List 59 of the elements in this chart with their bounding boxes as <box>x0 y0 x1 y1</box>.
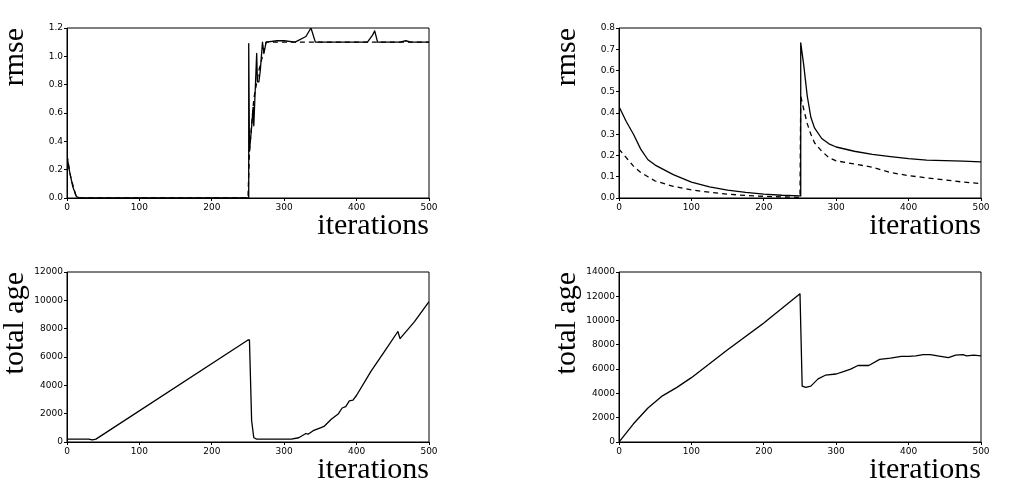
y-tick-label: 6000 <box>592 363 616 374</box>
y-tick-label: 0 <box>609 436 616 447</box>
y-tick-label: 0.7 <box>600 43 615 54</box>
y-tick-label: 1.0 <box>48 50 64 61</box>
y-tick-label: 12000 <box>586 290 616 301</box>
x-tick-label: 0 <box>64 201 71 212</box>
x-tick-label: 400 <box>900 445 918 456</box>
x-tick-label: 500 <box>972 445 990 456</box>
y-tick-label: 0.6 <box>600 64 616 75</box>
x-tick-label: 0 <box>616 201 623 212</box>
x-tick-label: 400 <box>348 201 366 212</box>
y-tick-label: 8000 <box>40 323 64 334</box>
x-tick-label: 200 <box>203 445 221 456</box>
x-tick-label: 300 <box>275 445 294 456</box>
x-tick-label: 200 <box>203 201 221 212</box>
y-tick-label: 10000 <box>586 314 616 325</box>
y-tick-label: 0.3 <box>600 128 615 139</box>
y-tick-label: 8000 <box>592 339 616 350</box>
y-tick-label: 4000 <box>592 387 616 398</box>
x-tick-label: 200 <box>755 445 773 456</box>
x-tick-label: 0 <box>616 445 623 456</box>
x-tick-label: 100 <box>682 201 701 212</box>
y-tick-label: 10000 <box>34 294 64 305</box>
y-tick-label: 0.8 <box>48 79 64 90</box>
y-tick-label: 0.0 <box>600 192 616 203</box>
y-tick-label: 0.5 <box>600 86 615 97</box>
y-tick-label: 2000 <box>40 408 64 419</box>
x-tick-label: 300 <box>275 201 294 212</box>
y-tick-label: 0.8 <box>600 22 616 33</box>
y-tick-label: 0.6 <box>48 107 64 118</box>
y-tick-label: 4000 <box>40 379 64 390</box>
y-tick-label: 0.1 <box>600 171 615 182</box>
y-tick-label: 0.2 <box>600 149 615 160</box>
y-axis-title: rmse <box>0 28 29 87</box>
x-tick-label: 400 <box>900 201 918 212</box>
y-tick-label: 0.4 <box>600 107 616 118</box>
y-axis-title: total age <box>0 272 29 375</box>
y-tick-label: 1.2 <box>48 22 63 33</box>
y-tick-label: 14000 <box>586 266 616 277</box>
y-tick-label: 12000 <box>34 266 64 277</box>
x-tick-label: 500 <box>420 445 438 456</box>
x-tick-label: 100 <box>682 445 701 456</box>
x-tick-label: 0 <box>64 445 71 456</box>
x-tick-label: 100 <box>130 445 149 456</box>
x-tick-label: 300 <box>827 201 846 212</box>
x-tick-label: 300 <box>827 445 846 456</box>
y-tick-label: 2000 <box>592 412 616 423</box>
x-tick-label: 500 <box>972 201 990 212</box>
x-tick-label: 400 <box>348 445 366 456</box>
y-axis-title: total age <box>547 272 581 375</box>
y-tick-label: 0 <box>57 436 64 447</box>
x-tick-label: 100 <box>130 201 149 212</box>
y-axis-title: rmse <box>547 28 581 87</box>
y-tick-label: 0.4 <box>48 135 64 146</box>
y-tick-label: 0.0 <box>48 192 64 203</box>
y-tick-label: 0.2 <box>48 164 63 175</box>
x-tick-label: 500 <box>420 201 438 212</box>
x-tick-label: 200 <box>755 201 773 212</box>
y-tick-label: 6000 <box>40 351 64 362</box>
